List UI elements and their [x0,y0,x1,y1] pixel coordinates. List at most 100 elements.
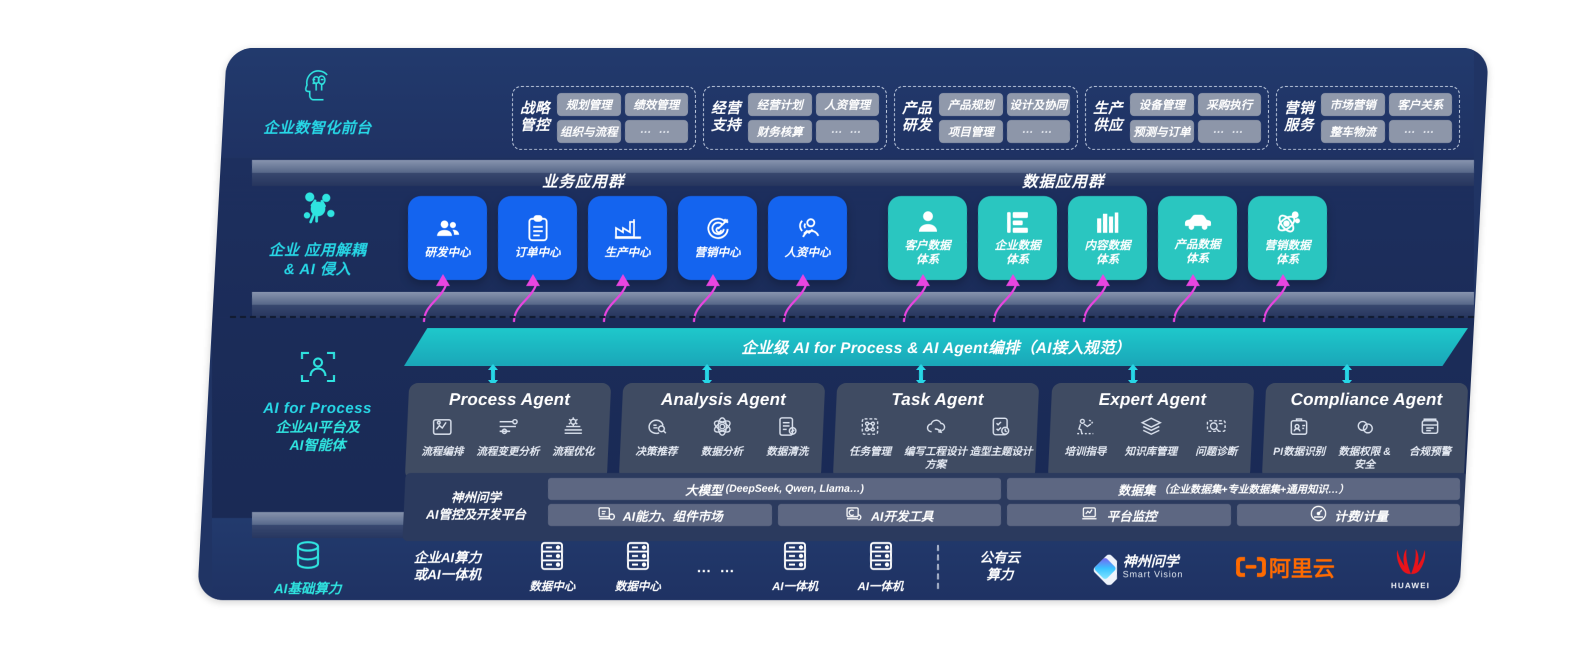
domain-group[interactable]: 经营 支持 经营计划 人资管理 财务核算 … … [703,86,887,150]
domain-cell-more[interactable]: … … [1197,120,1261,143]
agent-feature[interactable]: 造型主题设计 [970,415,1033,459]
infra-item-aibox-2[interactable]: AI一体机 [838,540,923,594]
shenzhou-logo [1077,545,1125,590]
data-card-customer[interactable]: 客户数据 体系 [888,196,967,280]
domain-group[interactable]: 营销 服务 市场营销 客户关系 整车物流 … … [1276,86,1460,150]
ai-market-label: AI能力、组件市场 [622,509,723,524]
rail-ai-for-process: AI for Process 企业AI平台及 AI智能体 [230,346,405,455]
domain-group[interactable]: 产品 研发 产品规划 设计及协同 项目管理 … … [894,86,1078,150]
database-icon [290,537,326,578]
monitor-item[interactable]: 平台监控 [1007,504,1231,526]
vendor-huawei[interactable]: HUAWEI [1357,545,1464,590]
vendor-shenzhou[interactable]: 神州问学 Smart Vision [1046,545,1213,590]
double-arrow-icon [1342,364,1352,386]
domain-cell[interactable]: 绩效管理 [624,93,688,116]
devtool-icon [845,504,864,526]
app-card-rnd[interactable]: 研发中心 [408,196,487,280]
domain-cell[interactable]: 经营计划 [748,93,812,116]
domain-cell[interactable]: 设计及协同 [1006,93,1070,116]
app-card-hr[interactable]: 人资中心 [768,196,847,280]
domain-cell[interactable]: 市场营销 [1321,93,1385,116]
domain-cell[interactable]: 财务核算 [748,120,812,143]
agent-feature[interactable]: 流程优化 [542,415,605,459]
agent-feature[interactable]: PI数据识别 [1267,415,1330,459]
domain-cell[interactable]: 预测与订单 [1130,120,1194,143]
app-card-marketing[interactable]: 营销中心 [678,196,757,280]
agent-feature[interactable]: 流程变更分析 [476,415,539,459]
agent-feature[interactable]: 知识库管理 [1119,415,1182,459]
agent-feature-label: 决策推荐 [635,446,678,458]
agent-feature[interactable]: 流程编排 [411,415,474,459]
agent-feature[interactable]: 培训指导 [1053,415,1116,459]
diagnose-icon [1204,415,1227,443]
domain-groups: 战略 管控 规划管理 绩效管理 组织与流程 … … 经营 支持 经营计划 人资管… [512,86,1460,150]
agent-feature[interactable]: 数据权限 & 安全 [1333,415,1396,471]
market-icon [597,504,616,526]
app-card-label: 研发中心 [424,247,471,260]
domain-cell[interactable]: 人资管理 [815,93,879,116]
vendor-alicloud[interactable]: 阿里云 [1213,551,1357,583]
domain-cell-more[interactable]: … … [815,120,879,143]
vendor-subtitle: Smart Vision [1122,568,1184,579]
domain-cell[interactable]: 客户关系 [1388,93,1452,116]
agent-feature[interactable]: 合规预警 [1398,415,1461,459]
data-card-product[interactable]: 产品数据 体系 [1158,196,1237,280]
agent-card-analysis[interactable]: Analysis Agent 决策推荐 数据分析 数据清洗 [618,383,826,481]
data-card-marketing[interactable]: 营销数据 体系 [1248,196,1327,280]
domain-cell[interactable]: 组织与流程 [557,120,621,143]
app-card-production[interactable]: 生产中心 [588,196,667,280]
cloud-pen-icon [924,415,947,443]
agent-card-expert[interactable]: Expert Agent 培训指导 知识库管理 问题诊断 [1047,383,1255,481]
doc-clean-icon [776,415,799,443]
agent-feature[interactable]: 决策推荐 [625,415,688,459]
bars-icon [1094,209,1121,236]
agent-card-task[interactable]: Task Agent 任务管理 编写工程设计方案 造型主题设计 [833,383,1040,481]
agent-name: Expert Agent [1098,390,1206,409]
agent-feature[interactable]: 数据分析 [690,415,753,459]
billing-label: 计费/计量 [1334,509,1388,524]
agent-card-compliance[interactable]: Compliance Agent PI数据识别 数据权限 & 安全 合规预警 [1261,383,1469,481]
domain-name: 产品 研发 [902,100,932,134]
layers-icon [1139,415,1162,443]
data-card-enterprise[interactable]: 企业数据 体系 [978,196,1057,280]
banner-text: 企业级 AI for Process & AI Agent编排（AI接入规范） [741,340,1131,357]
agent-feature[interactable]: 编写工程设计方案 [904,415,967,471]
dataset-bar[interactable]: 数据集 （企业数据集+专业数据集+通用知识…） [1007,478,1460,500]
agent-feature-label: PI数据识别 [1273,446,1325,458]
data-card-content[interactable]: 内容数据 体系 [1068,196,1147,280]
domain-cell-more[interactable]: … … [1006,120,1070,143]
domain-cell-more[interactable]: … … [1388,120,1452,143]
agent-name: Compliance Agent [1290,390,1443,409]
infra-divider [937,545,940,589]
infra-item-datacenter-1[interactable]: 数据中心 [510,540,595,594]
domain-cell[interactable]: 整车物流 [1321,120,1385,143]
domain-cell[interactable]: 采购执行 [1197,93,1261,116]
agent-feature-label: 数据权限 & 安全 [1338,446,1391,471]
agent-card-process[interactable]: Process Agent 流程编排 流程变更分析 流程优化 [404,383,612,481]
ai-market-item[interactable]: AI能力、组件市场 [548,504,772,526]
agent-feature[interactable]: 任务管理 [839,415,902,459]
factory-icon [613,215,643,243]
domain-cell[interactable]: 项目管理 [939,120,1003,143]
large-model-bar[interactable]: 大模型 (DeepSeek, Qwen, Llama…) [548,478,1001,500]
public-cloud-label: 公有云 算力 [953,550,1046,584]
infra-item-datacenter-2[interactable]: 数据中心 [595,540,680,594]
domain-name: 经营 支持 [711,100,741,134]
domain-cell-more[interactable]: … … [624,120,688,143]
agent-feature[interactable]: 数据清洗 [756,415,819,459]
agent-name: Task Agent [891,390,985,409]
ai-devtool-item[interactable]: AI开发工具 [777,504,1001,526]
public-cloud-text: 公有云 算力 [979,550,1021,582]
alicloud-logo: 阿里云 [1235,551,1335,583]
domain-group[interactable]: 战略 管控 规划管理 绩效管理 组织与流程 … … [512,86,696,150]
data-apps-title: 数据应用群 [1022,174,1105,191]
billing-item[interactable]: 计费/计量 [1236,504,1460,526]
domain-cell[interactable]: 产品规划 [939,93,1003,116]
domain-group[interactable]: 生产 供应 设备管理 采购执行 预测与订单 … … [1085,86,1269,150]
domain-cell[interactable]: 设备管理 [1130,93,1194,116]
app-card-order[interactable]: 订单中心 [498,196,577,280]
domain-cell[interactable]: 规划管理 [557,93,621,116]
agent-feature[interactable]: 问题诊断 [1184,415,1247,459]
infra-item-aibox-1[interactable]: AI一体机 [752,540,837,594]
agent-cards: Process Agent 流程编排 流程变更分析 流程优化 [404,383,1469,481]
